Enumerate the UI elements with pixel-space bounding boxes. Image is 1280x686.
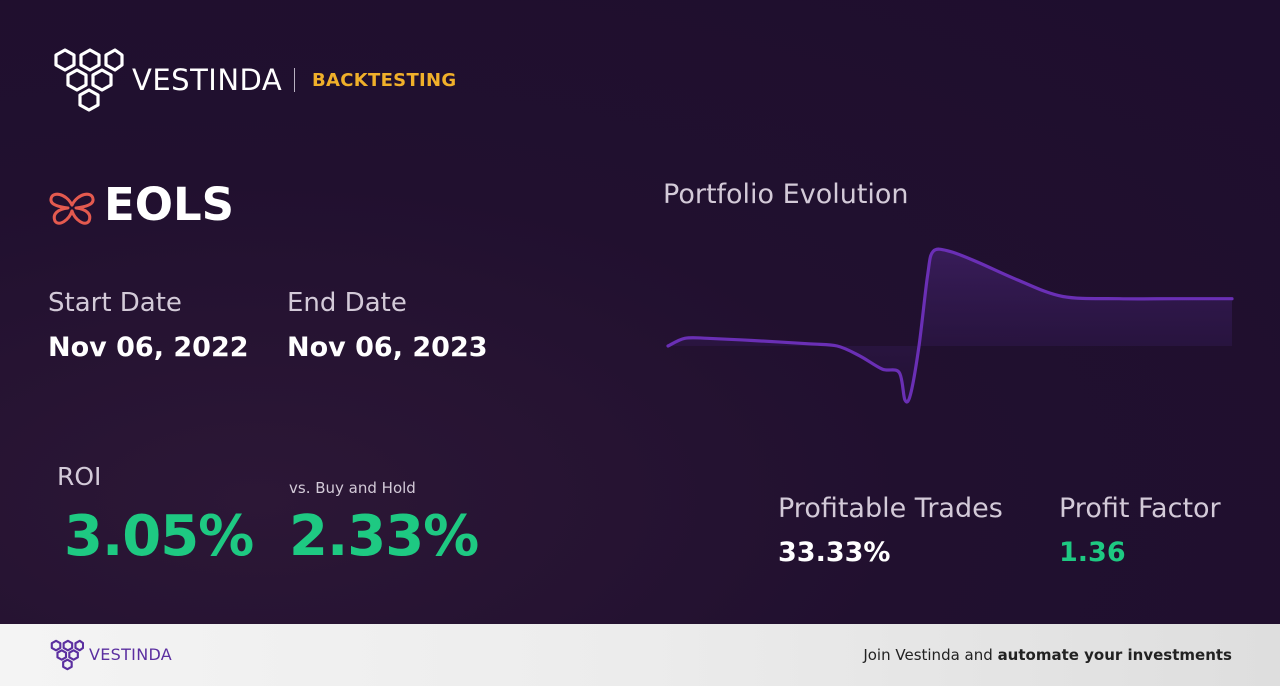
roi-value: 3.05% xyxy=(64,504,254,569)
brand-name: VESTINDA xyxy=(132,63,283,97)
start-date-label: Start Date xyxy=(48,288,182,318)
end-date-label: End Date xyxy=(287,288,407,318)
footer-brand: VESTINDA xyxy=(89,645,173,664)
portfolio-evolution-chart xyxy=(666,247,1234,404)
end-date-value: Nov 06, 2023 xyxy=(287,332,488,363)
vestinda-logo-icon xyxy=(50,639,84,671)
profit-factor-value: 1.36 xyxy=(1059,537,1126,568)
hero-panel: VESTINDA BACKTESTING EOLS Start Date Nov… xyxy=(0,0,1280,624)
footer: VESTINDA Join Vestinda and automate your… xyxy=(0,624,1280,686)
profit-factor-label: Profit Factor xyxy=(1059,493,1221,524)
footer-cta-bold[interactable]: automate your investments xyxy=(997,646,1232,664)
chart-title: Portfolio Evolution xyxy=(663,179,909,210)
butterfly-icon xyxy=(49,192,95,225)
vs-buy-hold-label: vs. Buy and Hold xyxy=(289,479,416,497)
portfolio-area xyxy=(668,249,1232,402)
footer-cta-text: Join Vestinda and xyxy=(863,646,993,664)
roi-label: ROI xyxy=(57,462,102,491)
footer-cta[interactable]: Join Vestinda and automate your investme… xyxy=(863,645,1232,665)
strategy-name: EOLS xyxy=(104,178,235,231)
vestinda-logo-icon xyxy=(54,48,124,112)
vs-buy-hold-value: 2.33% xyxy=(289,504,479,569)
start-date-value: Nov 06, 2022 xyxy=(48,332,249,363)
portfolio-line xyxy=(666,247,1234,404)
section-tag: BACKTESTING xyxy=(312,70,457,91)
brand-divider xyxy=(294,68,295,92)
profitable-trades-value: 33.33% xyxy=(778,537,891,568)
profitable-trades-label: Profitable Trades xyxy=(778,493,1003,524)
